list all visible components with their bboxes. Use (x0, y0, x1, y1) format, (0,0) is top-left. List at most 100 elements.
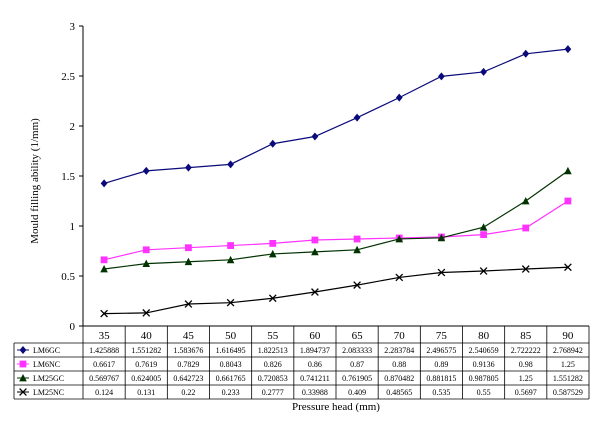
data-point-lm25nc (268, 294, 277, 303)
table-cell: 2.496575 (426, 346, 456, 355)
table-cell: 1.616495 (216, 346, 246, 355)
data-point-lm6gc (522, 49, 530, 58)
series-line-lm6nc (103, 200, 569, 261)
data-point-lm25gc (521, 197, 530, 205)
table-cell: 0.624005 (131, 374, 161, 383)
data-point-lm6nc (522, 224, 530, 232)
x-tick-label: 60 (309, 330, 321, 342)
table-cell: 0.881815 (426, 374, 456, 383)
y-tick-label: 2.5 (61, 71, 75, 83)
x-tick-label: 70 (394, 330, 406, 342)
y-tick-label: 0.5 (61, 271, 75, 283)
data-point-lm25nc (311, 288, 319, 296)
table-cell: 0.131 (137, 388, 155, 397)
series-line-lm6gc (103, 48, 568, 184)
x-tick-label: 85 (520, 330, 532, 342)
table-cell: 0.86 (308, 360, 322, 369)
x-tick-label: 90 (562, 330, 574, 342)
data-point-lm6gc (185, 163, 192, 172)
table-cell: 0.587529 (553, 388, 583, 397)
y-tick-label: 2 (70, 121, 76, 133)
table-cell: 0.661765 (216, 374, 246, 383)
x-axis-label: Pressure head (mm) (292, 401, 380, 413)
table-cell: 0.48565 (386, 388, 412, 397)
data-point-lm6nc (353, 235, 361, 243)
y-tick-label: 0 (70, 321, 76, 333)
y-tick-label: 3 (70, 21, 76, 33)
series-line-lm25gc (104, 170, 569, 270)
series-line-lm25nc (104, 266, 568, 315)
data-point-lm25gc (395, 234, 404, 243)
table-cell: 2.768942 (553, 346, 583, 355)
table-cell: 1.551282 (131, 346, 161, 355)
table-cell: 0.409 (348, 388, 366, 397)
data-point-lm25gc (311, 247, 319, 256)
table-cell: 2.540659 (469, 346, 499, 355)
table-cell: 0.870482 (384, 374, 414, 383)
data-point-lm25gc (268, 249, 277, 258)
legend-label-lm25gc: LM25GC (33, 374, 64, 383)
table-cell: 0.98 (519, 360, 533, 369)
legend-label-lm6nc: LM6NC (33, 360, 60, 369)
table-cell: 0.7619 (135, 360, 157, 369)
table-cell: 0.124 (95, 388, 113, 397)
table-cell: 0.761905 (342, 374, 372, 383)
data-point-lm6nc (480, 231, 487, 239)
data-point-lm6gc (311, 132, 319, 141)
data-point-lm6gc (269, 139, 277, 148)
table-cell: 2.722222 (511, 346, 541, 355)
table-cell: 2.083333 (342, 346, 372, 355)
data-point-lm6nc (564, 197, 572, 205)
table-cell: 0.22 (181, 388, 195, 397)
data-point-lm25gc (100, 265, 108, 273)
table-cell: 0.89 (434, 360, 448, 369)
table-cell: 0.87 (350, 360, 364, 369)
data-point-lm25gc (564, 166, 572, 175)
table-cell: 0.720853 (258, 374, 288, 383)
table-cell: 0.535 (432, 388, 450, 397)
data-point-lm25nc (226, 298, 235, 307)
data-point-lm25nc (564, 263, 572, 272)
data-point-lm6nc (227, 242, 234, 249)
data-point-lm6gc (100, 179, 108, 188)
legend-label-lm25nc: LM25NC (33, 388, 64, 397)
table-cell: 0.9136 (473, 360, 495, 369)
table-cell: 1.583676 (173, 346, 203, 355)
data-point-lm6gc (395, 93, 403, 102)
data-point-lm25gc (142, 259, 151, 267)
table-cell: 0.6617 (93, 360, 115, 369)
data-point-lm6gc (227, 160, 234, 169)
data-point-lm6gc (480, 67, 487, 76)
table-cell: 0.569767 (89, 374, 119, 383)
table-cell: 0.642723 (173, 374, 203, 383)
table-cell: 2.283784 (384, 346, 414, 355)
x-tick-label: 80 (478, 330, 490, 342)
table-cell: 0.33988 (302, 388, 328, 397)
table-cell: 0.741211 (300, 374, 330, 383)
data-point-lm6gc (353, 113, 361, 122)
table-cell: 0.987805 (469, 374, 499, 383)
data-point-lm25nc (184, 300, 193, 308)
table-cell: 0.88 (392, 360, 406, 369)
table-cell: 1.822513 (258, 346, 288, 355)
data-point-lm25nc (353, 281, 361, 289)
data-point-lm25gc (226, 255, 235, 264)
data-point-lm6nc (185, 244, 192, 252)
data-point-lm6gc (564, 45, 572, 54)
table-cell: 1.25 (519, 374, 533, 383)
x-tick-label: 40 (141, 330, 153, 342)
plot-area: 0 0.5 1 1.5 2 2.5 3 (61, 21, 572, 333)
y-tick-label: 1.5 (61, 171, 75, 183)
data-point-lm25nc (437, 268, 446, 277)
table-cell: 0.7829 (177, 360, 199, 369)
table-cell: 1.25 (561, 360, 575, 369)
data-point-lm25gc (479, 223, 488, 231)
table-cell: 0.55 (477, 388, 491, 397)
table-cell: 0.2777 (262, 388, 284, 397)
x-tick-label: 65 (352, 330, 364, 342)
table-cell: 1.551282 (553, 374, 583, 383)
data-point-lm25nc (142, 309, 151, 317)
x-tick-label: 55 (267, 330, 279, 342)
data-table: 35 40 45 50 55 60 65 70 75 80 85 90 LM6GC 1.425888 1.5… (13, 325, 590, 400)
data-point-lm6nc (269, 240, 277, 247)
